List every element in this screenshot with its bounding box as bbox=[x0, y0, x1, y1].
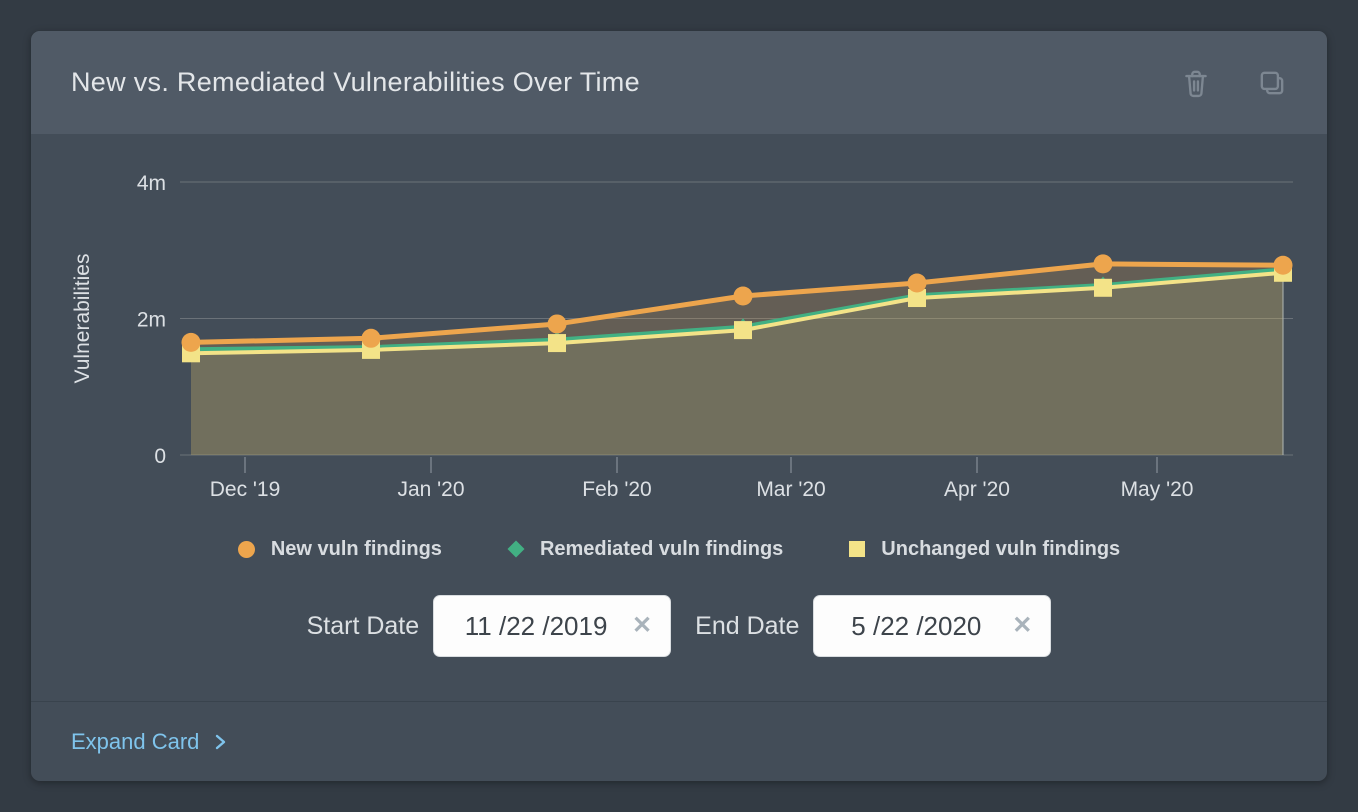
legend-marker-diamond-icon bbox=[507, 540, 525, 558]
card-title: New vs. Remediated Vulnerabilities Over … bbox=[71, 67, 640, 97]
point-marker-square bbox=[1094, 278, 1112, 297]
legend-item[interactable]: Unchanged vuln findings bbox=[849, 538, 1120, 561]
y-tick-label: 0 bbox=[154, 445, 166, 468]
legend-marker-circle-icon bbox=[237, 540, 255, 558]
end-date-group: End Date 5 /22 /2020 ✕ bbox=[695, 595, 1052, 657]
legend-marker-square-icon bbox=[849, 541, 866, 557]
point-marker-circle bbox=[181, 332, 201, 352]
x-tick-label: Jan '20 bbox=[397, 478, 464, 501]
card-footer: Expand Card bbox=[31, 701, 1327, 781]
legend-label: Remediated vuln findings bbox=[539, 537, 784, 560]
x-tick-label: Dec '19 bbox=[210, 478, 281, 501]
vulnerabilities-over-time-chart: 0 2m 4m Vulnerabilities Dec '19 Jan '20 Feb '2… bbox=[71, 172, 1293, 501]
x-tick-label: Mar '20 bbox=[756, 478, 825, 501]
area-fill bbox=[191, 272, 1283, 455]
end-date-value: 5 /22 /2020 bbox=[851, 610, 982, 641]
duplicate-card-button[interactable] bbox=[1257, 68, 1287, 98]
area-fill bbox=[191, 263, 1283, 455]
start-date-value: 11 /22 /2019 bbox=[464, 610, 608, 641]
point-marker-circle bbox=[733, 286, 753, 306]
delete-card-button[interactable] bbox=[1181, 67, 1211, 99]
end-date-clear-button[interactable]: ✕ bbox=[1012, 612, 1033, 639]
chevron-right-icon bbox=[216, 734, 226, 749]
trash-icon bbox=[1185, 70, 1207, 97]
legend-item[interactable]: Remediated vuln findings bbox=[507, 537, 784, 561]
expand-card-label: Expand Card bbox=[71, 728, 200, 754]
legend-label: New vuln findings bbox=[270, 537, 442, 560]
x-tick-label: Feb '20 bbox=[582, 478, 651, 501]
expand-card-link[interactable]: Expand Card bbox=[71, 729, 229, 755]
point-marker-square bbox=[908, 289, 926, 308]
point-marker-square bbox=[548, 334, 566, 353]
y-tick-label: 4m bbox=[137, 172, 166, 195]
start-date-label: Start Date bbox=[306, 611, 420, 640]
vulnerability-chart-card: New vs. Remediated Vulnerabilities Over … bbox=[31, 31, 1327, 781]
x-tick-label: May '20 bbox=[1121, 478, 1194, 501]
legend-label: Unchanged vuln findings bbox=[881, 537, 1121, 560]
area-fill bbox=[191, 269, 1283, 455]
point-marker-circle bbox=[1093, 254, 1113, 274]
end-date-label: End Date bbox=[695, 611, 800, 640]
copy-icon bbox=[1260, 71, 1284, 94]
point-marker-square bbox=[734, 321, 752, 340]
legend-item[interactable]: New vuln findings bbox=[237, 537, 442, 561]
point-marker-circle bbox=[547, 314, 567, 334]
y-tick-label: 2m bbox=[137, 309, 166, 332]
card-header: New vs. Remediated Vulnerabilities Over … bbox=[31, 31, 1327, 134]
y-axis-title: Vulnerabilities bbox=[71, 254, 94, 384]
start-date-group: Start Date 11 /22 /2019 ✕ bbox=[307, 595, 672, 657]
point-marker-circle bbox=[361, 328, 381, 348]
start-date-clear-button[interactable]: ✕ bbox=[632, 612, 653, 639]
end-date-input[interactable]: 5 /22 /2020 ✕ bbox=[813, 595, 1052, 657]
start-date-input[interactable]: 11 /22 /2019 ✕ bbox=[433, 595, 672, 657]
point-marker-circle bbox=[907, 273, 927, 293]
x-tick-label: Apr '20 bbox=[944, 478, 1010, 501]
point-marker-circle bbox=[1273, 255, 1293, 275]
chart-legend: New vuln findings Remediated vuln finding… bbox=[31, 531, 1327, 567]
card-actions bbox=[1181, 67, 1287, 99]
date-range-controls: Start Date 11 /22 /2019 ✕ End Date 5 /22… bbox=[31, 595, 1327, 657]
